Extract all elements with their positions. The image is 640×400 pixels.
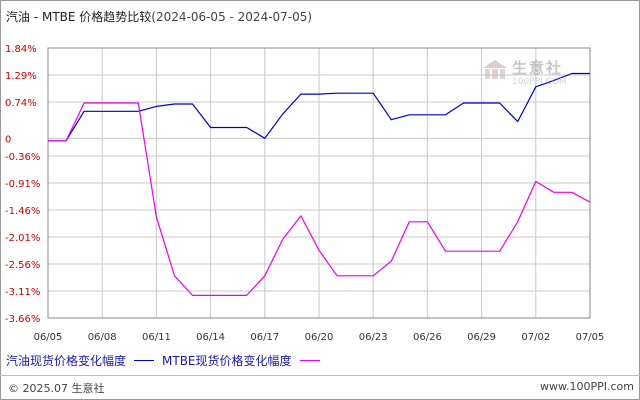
- footer-divider: [0, 375, 640, 376]
- series-line-2: [48, 102, 591, 296]
- series-line-1: [48, 72, 590, 142]
- legend-swatch-series2: [299, 360, 320, 361]
- x-tick-label: 06/14: [196, 332, 225, 343]
- x-tick-label: 07/05: [576, 332, 605, 343]
- series-lines: [48, 72, 591, 296]
- watermark-url: 100PPI.COM: [512, 77, 567, 87]
- y-tick-label: -2.56%: [5, 260, 40, 271]
- x-axis-labels: 06/05 06/08 06/11 06/14 06/17 06/20 06/23 06/26…: [34, 332, 605, 343]
- x-tick-label: 06/11: [142, 332, 171, 343]
- x-tick-label: 06/05: [34, 332, 63, 343]
- y-tick-label: -3.66%: [5, 314, 40, 325]
- watermark: 生意社 100PPI.COM: [482, 55, 592, 95]
- y-tick-label: -0.91%: [5, 179, 40, 190]
- x-tick-label: 06/23: [359, 332, 388, 343]
- y-tick-label: 0.74%: [5, 98, 37, 109]
- x-tick-label: 06/20: [305, 332, 334, 343]
- legend: 汽油现货价格变化幅度 MTBE现货价格变化幅度: [6, 352, 328, 369]
- y-tick-label: 1.84%: [5, 44, 37, 55]
- legend-label-series2: MTBE现货价格变化幅度: [162, 354, 292, 368]
- plot-border: [47, 47, 591, 319]
- title-main: 汽油 - MTBE 价格趋势比较: [6, 10, 152, 24]
- chart-title: 汽油 - MTBE 价格趋势比较(2024-06-05 - 2024-07-05…: [6, 8, 312, 25]
- x-tick-label: 06/17: [250, 332, 279, 343]
- footer-site-link[interactable]: www.100PPI.com: [540, 380, 634, 393]
- y-tick-label: -0.36%: [5, 152, 40, 163]
- y-tick-label: -3.11%: [5, 287, 40, 298]
- title-date-range: (2024-06-05 - 2024-07-05): [151, 10, 313, 24]
- footer-copyright: © 2025.07 生意社: [8, 382, 105, 395]
- y-tick-label: 0: [5, 134, 11, 145]
- x-tick-label: 07/02: [521, 332, 550, 343]
- y-tick-label: -1.46%: [5, 206, 40, 217]
- y-tick-label: 1.29%: [5, 71, 37, 82]
- plot-area: [47, 47, 591, 319]
- legend-swatch-series1: [134, 360, 155, 361]
- x-tick-label: 06/08: [88, 332, 117, 343]
- y-tick-label: -2.01%: [5, 233, 40, 244]
- legend-label-series1: 汽油现货价格变化幅度: [6, 354, 127, 368]
- ppi-logo-icon: [483, 60, 507, 79]
- watermark-name: 生意社: [512, 59, 564, 77]
- x-tick-label: 06/29: [467, 332, 496, 343]
- x-tick-label: 06/26: [413, 332, 442, 343]
- y-axis-labels: 1.84% 1.29% 0.74% 0 -0.36% -0.91% -1.46% -2.01%…: [5, 44, 40, 325]
